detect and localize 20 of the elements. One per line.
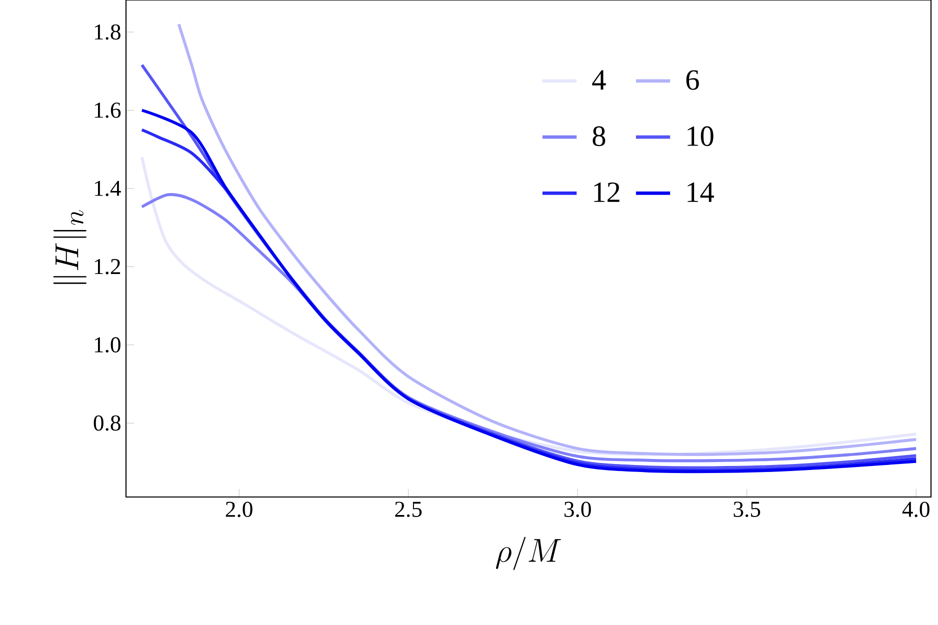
legend-label: 6 xyxy=(686,70,699,90)
y-tick-label: 1.0 xyxy=(94,337,120,353)
legend-label: 12 xyxy=(594,182,620,202)
y-tick-label: 0.8 xyxy=(94,415,120,431)
x-tick-label: 2.0 xyxy=(226,502,252,518)
legend-label: 10 xyxy=(688,126,714,146)
legend-label: 8 xyxy=(592,126,606,146)
legend-label: 14 xyxy=(688,182,714,202)
x-tick-label: 4.0 xyxy=(902,502,930,518)
x-tick-label: 3.0 xyxy=(564,502,591,518)
y-tick-label: 1.2 xyxy=(94,259,120,274)
legend-label: 4 xyxy=(592,70,606,90)
y-tick-label: 1.4 xyxy=(94,180,121,196)
line-series xyxy=(177,22,918,456)
x-tick-label: 3.5 xyxy=(734,502,760,518)
x-tick-label: 2.5 xyxy=(395,502,422,518)
y-tick-label: 1.8 xyxy=(94,24,120,40)
y-tick-label: 1.6 xyxy=(94,102,121,118)
y-axis-title: $\|H\|_n$ xyxy=(53,210,86,284)
x-axis-title: $\rho/M$ xyxy=(496,536,561,570)
